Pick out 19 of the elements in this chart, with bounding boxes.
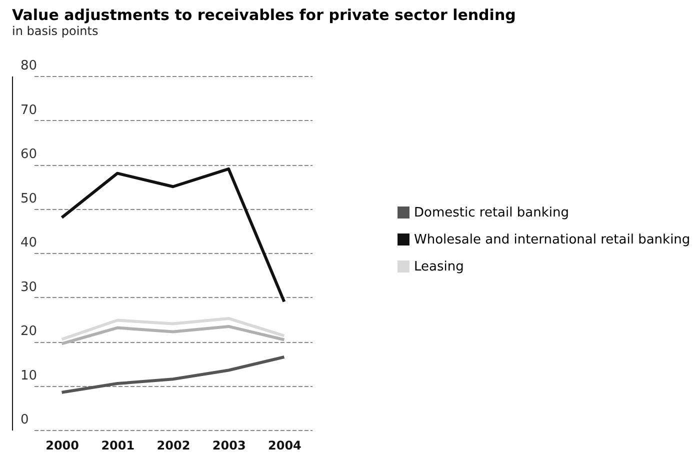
y-tick-label: 30	[20, 280, 38, 295]
y-tick-label: 50	[20, 191, 38, 206]
y-tick-label: 0	[20, 412, 29, 428]
legend-label: Leasing	[414, 260, 464, 274]
y-tick-label: 80	[20, 58, 38, 74]
x-tick-label: 2002	[156, 438, 190, 452]
x-tick-label: 2003	[212, 438, 246, 452]
chart-subtitle: in basis points	[12, 24, 98, 38]
legend-label: Domestic retail banking	[414, 206, 569, 220]
y-tick-label: 70	[20, 102, 38, 118]
chart-title: Value adjustments to receivables for private sector lending	[12, 6, 516, 24]
y-tick-label: 10	[20, 368, 38, 384]
y-tick-label: 40	[20, 236, 38, 250]
x-tick-label: 2000	[46, 438, 80, 452]
x-tick-label: 2001	[101, 438, 135, 452]
y-tick-label: 60	[20, 147, 38, 162]
legend-label: Wholesale and international retail banking	[414, 232, 690, 248]
x-tick-label: 2004	[268, 438, 302, 452]
y-tick-label: 20	[20, 324, 38, 339]
